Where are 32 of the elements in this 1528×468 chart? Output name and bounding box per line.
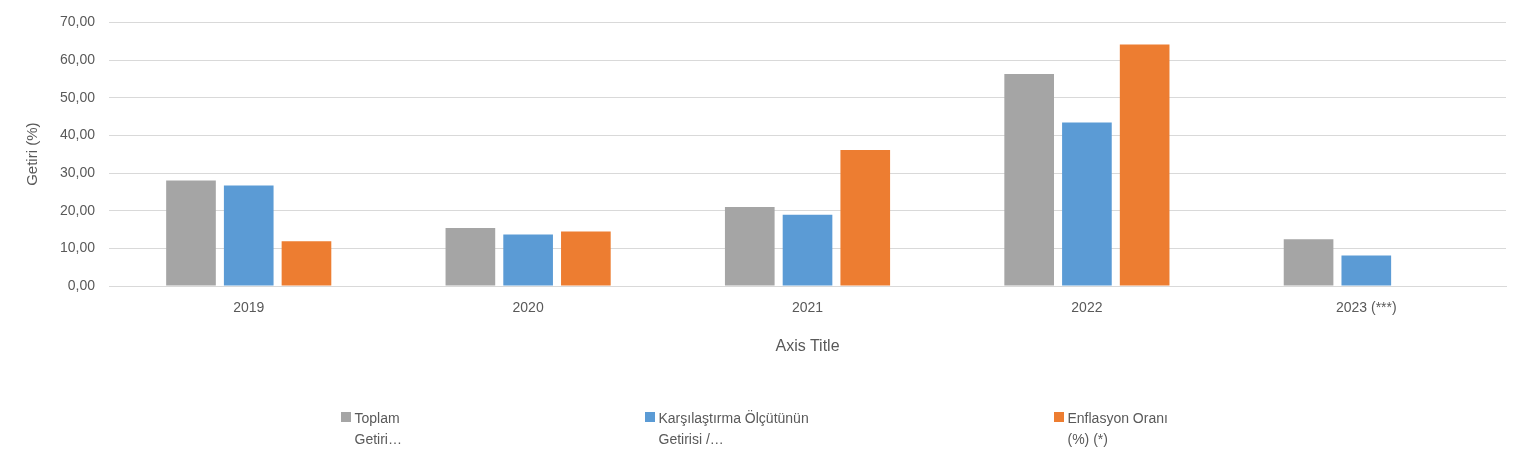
bar — [503, 234, 553, 286]
y-tick-label: 30,00 — [59, 163, 96, 180]
y-tick-label: 40,00 — [59, 126, 96, 143]
x-tick-label: 2020 — [512, 299, 544, 316]
y-tick-label: 70,00 — [59, 13, 96, 30]
x-tick-label: 2023 (***) — [1335, 299, 1397, 316]
y-tick-label: 20,00 — [59, 201, 96, 218]
bar — [782, 214, 833, 286]
x-axis-title: Axis Title — [775, 336, 840, 354]
x-tick-label: 2022 — [1071, 299, 1103, 316]
y-tick-label: 0,00 — [67, 276, 96, 293]
bar — [281, 241, 332, 286]
legend-label: Enflasyon Oranı (%) (*) — [1067, 409, 1169, 449]
bar — [445, 228, 496, 286]
bar — [561, 231, 611, 286]
x-tick-label: 2021 — [791, 299, 824, 316]
bar — [840, 150, 891, 286]
bar — [1283, 239, 1334, 286]
x-tick-label: 2019 — [233, 299, 265, 316]
bar — [724, 206, 775, 286]
bar — [1004, 73, 1054, 286]
y-axis-title: Getiri (%) — [23, 122, 41, 186]
legend-label: Toplam Getiri… — [354, 409, 403, 449]
bar — [166, 180, 216, 286]
y-tick-label: 60,00 — [59, 50, 96, 67]
y-tick-label: 10,00 — [59, 239, 96, 256]
bar — [1341, 255, 1392, 286]
legend-label: Karşılaştırma Ölçütünün Getirisi /… — [658, 409, 810, 449]
y-tick-label: 50,00 — [59, 88, 96, 105]
bar — [1119, 44, 1170, 286]
bar — [1062, 122, 1112, 286]
bar — [223, 185, 274, 286]
